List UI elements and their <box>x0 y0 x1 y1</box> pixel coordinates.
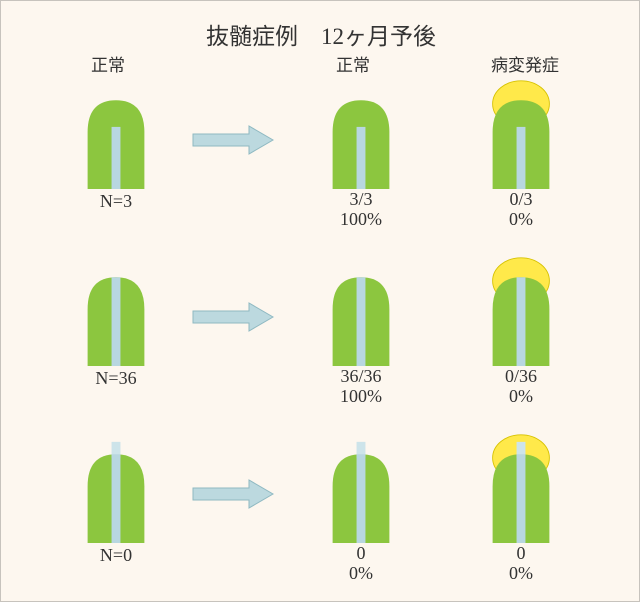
column-header: 正常 <box>91 51 125 76</box>
percent-label: 0% <box>461 563 581 584</box>
n-label: N=0 <box>56 545 176 566</box>
column-header: 正常 <box>336 51 370 76</box>
tooth-icon <box>76 433 156 543</box>
tooth-lesion-icon <box>481 256 561 366</box>
percent-label: 100% <box>301 386 421 407</box>
tooth-lesion-icon <box>481 79 561 189</box>
fraction-label: 3/3 <box>301 189 421 210</box>
tooth-lesion-icon <box>481 433 561 543</box>
percent-label: 0% <box>461 386 581 407</box>
column-header: 病変発症 <box>491 51 559 76</box>
diagram-title: 抜髄症例 12ヶ月予後 <box>1 17 640 51</box>
fraction-label: 0 <box>301 543 421 564</box>
diagram-canvas: 抜髄症例 12ヶ月予後 正常正常病変発症 N=33/3100%0/30% N=3… <box>0 0 640 602</box>
fraction-label: 36/36 <box>301 366 421 387</box>
tooth-icon <box>76 79 156 189</box>
fraction-label: 0/36 <box>461 366 581 387</box>
percent-label: 0% <box>301 563 421 584</box>
arrow-icon <box>191 124 275 156</box>
percent-label: 100% <box>301 209 421 230</box>
fraction-label: 0 <box>461 543 581 564</box>
n-label: N=36 <box>56 368 176 389</box>
n-label: N=3 <box>56 191 176 212</box>
tooth-icon <box>321 256 401 366</box>
percent-label: 0% <box>461 209 581 230</box>
fraction-label: 0/3 <box>461 189 581 210</box>
tooth-icon <box>321 433 401 543</box>
tooth-icon <box>321 79 401 189</box>
tooth-icon <box>76 256 156 366</box>
arrow-icon <box>191 478 275 510</box>
arrow-icon <box>191 301 275 333</box>
